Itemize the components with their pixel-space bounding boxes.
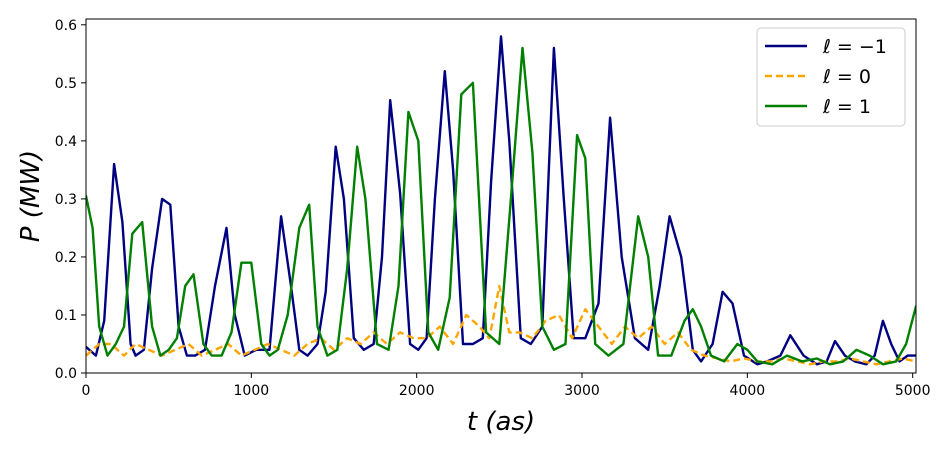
legend-box bbox=[756, 27, 906, 127]
y-tick-label: 0.4 bbox=[55, 134, 77, 150]
series-line-3 bbox=[86, 46, 916, 366]
y-tick-label: 0.1 bbox=[55, 308, 77, 324]
y-axis: 0.0 0.1 0.2 0.3 0.4 0.5 0.6 bbox=[55, 18, 86, 382]
series-layer bbox=[86, 35, 916, 366]
series-line-2 bbox=[86, 284, 916, 366]
y-tick-label: 0.3 bbox=[55, 192, 77, 208]
legend-label: ℓ = −1 bbox=[822, 36, 887, 58]
x-tick-label: 2000 bbox=[399, 383, 435, 399]
x-tick-label: 4000 bbox=[730, 383, 766, 399]
x-tick-label: 5000 bbox=[895, 383, 931, 399]
y-tick-label: 0.5 bbox=[55, 76, 77, 92]
y-tick-label: 0.6 bbox=[55, 18, 77, 34]
x-tick-label: 1000 bbox=[234, 383, 270, 399]
legend-label: ℓ = 1 bbox=[822, 96, 871, 118]
legend-label: ℓ = 0 bbox=[822, 66, 871, 88]
x-axis: 0 1000 2000 3000 4000 5000 bbox=[82, 373, 931, 399]
plot-frame bbox=[85, 18, 917, 374]
x-axis-label: t (as) bbox=[467, 407, 535, 437]
y-tick-label: 0.0 bbox=[55, 366, 77, 382]
y-axis-label: P (MW) bbox=[16, 150, 46, 242]
legend: ℓ = −1 ℓ = 0 ℓ = 1 bbox=[756, 27, 906, 127]
x-tick-label: 0 bbox=[82, 383, 91, 399]
y-tick-label: 0.2 bbox=[55, 250, 77, 266]
x-tick-label: 3000 bbox=[564, 383, 600, 399]
series-line-1 bbox=[86, 35, 916, 366]
